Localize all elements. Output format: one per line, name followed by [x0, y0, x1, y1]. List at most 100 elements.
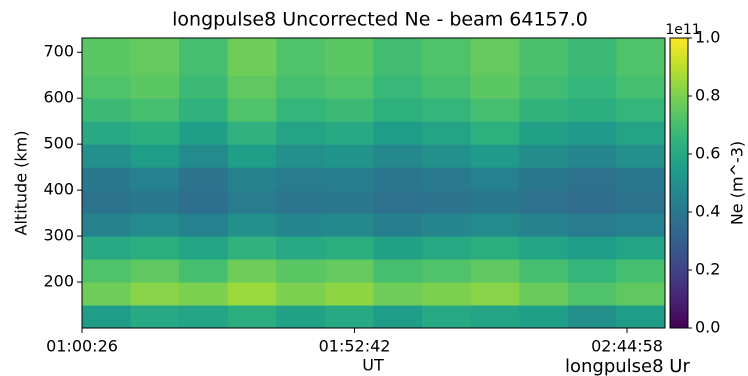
heatmap-cell	[179, 213, 229, 237]
heatmap-cell	[130, 144, 180, 168]
heatmap-cell	[470, 121, 520, 145]
clipped-text: longpulse8 Ur	[565, 356, 690, 376]
y-tick-label: 400	[43, 180, 74, 199]
heatmap-cell	[422, 305, 472, 329]
heatmap-cell	[276, 282, 326, 306]
heatmap-cell	[616, 236, 666, 260]
heatmap-cell	[519, 190, 569, 214]
heatmap-cell	[519, 236, 569, 260]
heatmap-cell	[470, 75, 520, 99]
heatmap-cell	[567, 305, 617, 329]
heatmap-cell	[567, 236, 617, 260]
heatmap-cell	[422, 75, 472, 99]
heatmap-cell	[276, 213, 326, 237]
heatmap-cell	[373, 144, 423, 168]
heatmap-cell	[324, 75, 374, 99]
heatmap-cell	[82, 282, 132, 306]
heatmap-cell	[616, 213, 666, 237]
heatmap-cell	[227, 213, 277, 237]
heatmap-cell	[227, 144, 277, 168]
heatmap-cell	[130, 167, 180, 191]
heatmap-cell	[567, 167, 617, 191]
heatmap-cell	[179, 259, 229, 283]
heatmap-cell	[519, 167, 569, 191]
colorbar-tick-label: 0.2	[695, 260, 720, 279]
heatmap-cell	[470, 236, 520, 260]
heatmap-cell	[130, 190, 180, 214]
heatmap-cell	[422, 190, 472, 214]
heatmap-cell	[616, 121, 666, 145]
heatmap-cell	[567, 259, 617, 283]
heatmap-cell	[519, 144, 569, 168]
heatmap-cell	[373, 305, 423, 329]
heatmap-cell	[179, 305, 229, 329]
colorbar-tick-label: 0.0	[695, 318, 720, 337]
heatmap-cell	[616, 75, 666, 99]
y-axis-label: Altitude (km)	[12, 131, 31, 236]
heatmap-cell	[179, 75, 229, 99]
heatmap-cell	[82, 305, 132, 329]
heatmap-cell	[227, 121, 277, 145]
heatmap-cell	[82, 236, 132, 260]
heatmap-cell	[616, 98, 666, 122]
x-tick-label: 01:52:42	[319, 337, 391, 356]
heatmap-cell	[567, 98, 617, 122]
heatmap-cell	[227, 98, 277, 122]
heatmap-cell	[373, 282, 423, 306]
heatmap-cell	[130, 259, 180, 283]
heatmap-cell	[567, 38, 617, 76]
heatmap-cell	[519, 121, 569, 145]
heatmap-cell	[324, 121, 374, 145]
heatmap-cell	[422, 236, 472, 260]
heatmap-cell	[616, 167, 666, 191]
heatmap-cell	[470, 190, 520, 214]
heatmap-cell	[373, 121, 423, 145]
heatmap-cell	[276, 236, 326, 260]
y-tick-label: 700	[43, 42, 74, 61]
heatmap-cell	[422, 98, 472, 122]
heatmap-cell	[373, 213, 423, 237]
heatmap-cell	[179, 121, 229, 145]
y-tick-label: 200	[43, 272, 74, 291]
heatmap-cell	[373, 75, 423, 99]
heatmap-cell	[82, 167, 132, 191]
heatmap-cell	[422, 144, 472, 168]
heatmap-cell	[179, 282, 229, 306]
heatmap-cell	[519, 259, 569, 283]
heatmap-cell	[373, 259, 423, 283]
heatmap-cell	[567, 190, 617, 214]
heatmap-cell	[616, 305, 666, 329]
heatmap-cell	[82, 144, 132, 168]
heatmap-cell	[179, 98, 229, 122]
heatmap-cell	[470, 98, 520, 122]
heatmap-cell	[130, 305, 180, 329]
heatmap-cell	[227, 38, 277, 76]
heatmap-cell	[470, 305, 520, 329]
heatmap-cell	[324, 144, 374, 168]
heatmap-cell	[519, 98, 569, 122]
heatmap-cell	[567, 213, 617, 237]
heatmap-cell	[276, 259, 326, 283]
heatmap-cell	[422, 213, 472, 237]
heatmap-cell	[422, 282, 472, 306]
heatmap-cell	[470, 167, 520, 191]
y-tick-label: 500	[43, 134, 74, 153]
heatmap-cell	[276, 121, 326, 145]
heatmap-cell	[324, 305, 374, 329]
heatmap-cell	[616, 259, 666, 283]
heatmap-cell	[519, 38, 569, 76]
heatmap-cell	[470, 282, 520, 306]
heatmap-cell	[324, 98, 374, 122]
heatmap-cell	[130, 282, 180, 306]
heatmap-cell	[519, 282, 569, 306]
heatmap-cell	[373, 98, 423, 122]
heatmap-cell	[373, 167, 423, 191]
heatmap-cell	[130, 75, 180, 99]
heatmap-cell	[227, 282, 277, 306]
x-axis-label: UT	[362, 356, 384, 375]
heatmap-cell	[373, 38, 423, 76]
colorbar-label: Ne (m^-3)	[728, 141, 747, 225]
heatmap-cell	[179, 236, 229, 260]
heatmap-cell	[324, 213, 374, 237]
